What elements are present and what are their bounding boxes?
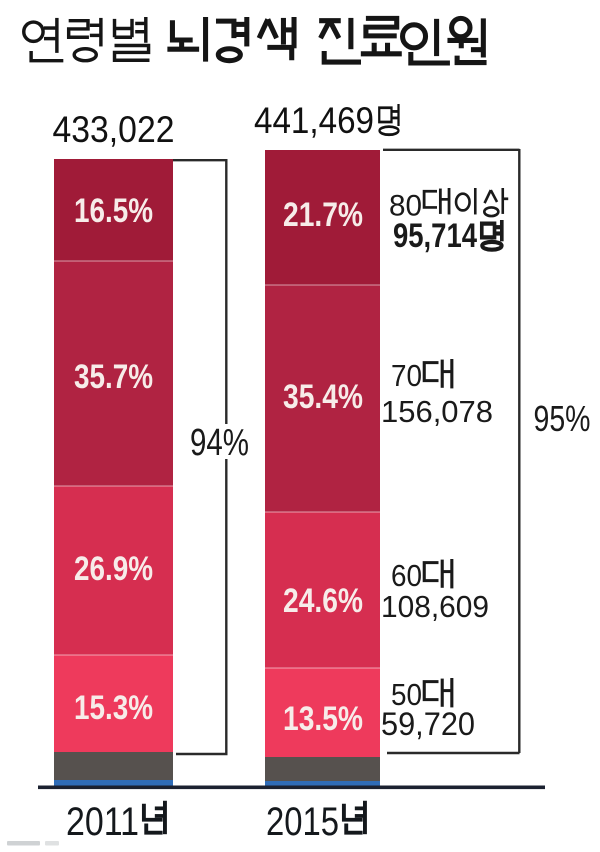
svg-text:441,469: 441,469 (254, 100, 374, 141)
svg-text:433,022: 433,022 (53, 109, 175, 150)
svg-text:95%: 95% (534, 398, 591, 439)
svg-text:35.4%: 35.4% (283, 378, 363, 416)
svg-text:16.5%: 16.5% (74, 192, 153, 230)
svg-text:70: 70 (391, 358, 422, 393)
svg-text:95,714: 95,714 (393, 217, 477, 255)
svg-text:94%: 94% (190, 422, 249, 464)
svg-text:108,609: 108,609 (381, 589, 489, 624)
svg-text:13.5%: 13.5% (283, 700, 363, 738)
svg-text:2011: 2011 (66, 800, 139, 844)
svg-text:26.9%: 26.9% (74, 550, 153, 588)
svg-text:59,720: 59,720 (381, 706, 475, 742)
svg-text:24.6%: 24.6% (283, 582, 363, 620)
svg-text:50: 50 (391, 677, 422, 712)
svg-text:156,078: 156,078 (381, 394, 493, 429)
svg-text:2015: 2015 (266, 800, 339, 844)
svg-text:80: 80 (389, 190, 422, 223)
svg-text:60: 60 (391, 558, 422, 593)
svg-text:21.7%: 21.7% (283, 196, 363, 234)
svg-text:35.7%: 35.7% (74, 358, 153, 396)
svg-text:15.3%: 15.3% (74, 689, 153, 727)
